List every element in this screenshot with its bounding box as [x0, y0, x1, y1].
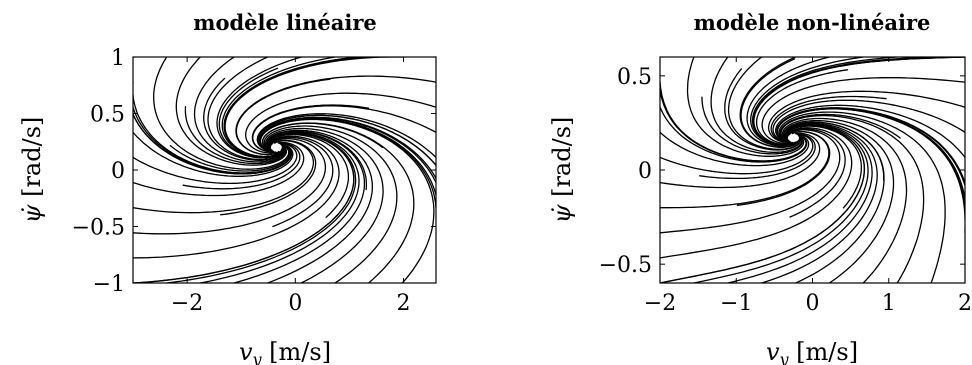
trajectory-line — [699, 133, 816, 180]
trajectory-line — [265, 127, 384, 283]
trajectory-line — [266, 130, 368, 191]
trajectory-line — [779, 113, 901, 141]
trajectory-line — [776, 107, 965, 283]
trajectory-line — [133, 138, 327, 235]
trajectory-line — [235, 78, 331, 156]
chart-linear: modèle linéaire −2 0 2 −1 −0.5 0 0.5 1 vy [m/s]… — [18, 10, 437, 365]
trajectory-line — [710, 57, 803, 153]
trajectory-line — [218, 67, 283, 159]
y-tick-label: 0 — [111, 159, 125, 184]
y-axis-label-nonlinear: ψ̇ [rad/s] — [548, 117, 576, 224]
ticks-nonlinear: −2 −1 0 1 2 −0.5 0 0.5 — [599, 57, 972, 316]
trajectories-nonlinear — [660, 57, 965, 283]
x-tick-label: −2 — [644, 291, 676, 316]
trajectory-line — [245, 92, 436, 154]
trajectory-line — [786, 125, 863, 209]
trajectory-line — [686, 135, 807, 162]
trajectory-line — [660, 129, 841, 234]
trajectory-line — [133, 135, 340, 259]
trajectory-line — [251, 104, 370, 153]
trajectory-line — [133, 57, 293, 175]
x-tick-label: 2 — [397, 291, 411, 316]
trajectory-line — [755, 69, 849, 146]
trajectory-line — [784, 121, 885, 181]
trajectory-line — [660, 132, 821, 189]
trajectory-line — [770, 95, 887, 143]
chart-title-nonlinear: modèle non-linéaire — [694, 10, 931, 35]
y-tick-label: 0 — [638, 159, 652, 184]
y-tick-label: 0.5 — [617, 65, 652, 90]
trajectory-line — [169, 144, 291, 172]
trajectory-line — [660, 127, 853, 259]
trajectory-line — [767, 90, 965, 143]
trajectory-line — [184, 105, 287, 165]
ticks-linear: −2 0 2 −1 −0.5 0 0.5 1 — [72, 46, 436, 316]
x-axis-label-nonlinear: vy [m/s] — [766, 338, 858, 365]
chart-nonlinear: modèle non-linéaire −2 −1 0 1 2 −0.5 0 0.5 vy [… — [548, 10, 972, 365]
trajectory-line — [270, 136, 334, 228]
y-axis-label-linear: ψ̇ [rad/s] — [18, 117, 46, 224]
y-tick-label: −0.5 — [72, 216, 125, 241]
trajectory-line — [268, 133, 350, 218]
trajectory-line — [740, 58, 800, 148]
x-tick-label: −2 — [171, 291, 203, 316]
trajectory-line — [660, 124, 866, 283]
trajectory-line — [262, 122, 384, 151]
trajectory-line — [203, 77, 285, 161]
x-tick-label: 2 — [958, 291, 972, 316]
trajectory-line — [257, 114, 436, 283]
trajectory-line — [761, 77, 965, 145]
y-tick-label: −1 — [93, 272, 125, 297]
trajectory-line — [220, 139, 317, 216]
trajectory-line — [701, 96, 803, 155]
trajectory-line — [263, 125, 398, 283]
trajectories-linear — [133, 57, 436, 283]
trajectory-line — [787, 128, 846, 218]
y-tick-label: 1 — [111, 46, 125, 71]
trajectory-line — [259, 118, 435, 283]
trajectory-line — [736, 130, 831, 206]
trajectory-line — [783, 119, 895, 283]
trajectory-line — [781, 117, 908, 283]
trajectory-line — [686, 57, 805, 157]
trajectory-line — [193, 57, 286, 163]
x-tick-label: 1 — [882, 291, 896, 316]
trajectory-line — [724, 68, 801, 151]
y-tick-label: −0.5 — [599, 253, 652, 278]
trajectory-line — [175, 57, 288, 166]
y-tick-label: 0.5 — [90, 103, 125, 128]
trajectory-line — [660, 133, 814, 175]
x-tick-label: −1 — [720, 291, 752, 316]
trajectory-line — [660, 131, 810, 167]
trajectory-line — [133, 141, 305, 197]
trajectory-line — [182, 142, 301, 190]
x-axis-label-linear: vy [m/s] — [239, 338, 331, 365]
x-tick-label: 0 — [288, 291, 302, 316]
chart-title-linear: modèle linéaire — [193, 10, 377, 35]
trajectory-line — [133, 143, 298, 185]
x-tick-label: 0 — [806, 291, 820, 316]
